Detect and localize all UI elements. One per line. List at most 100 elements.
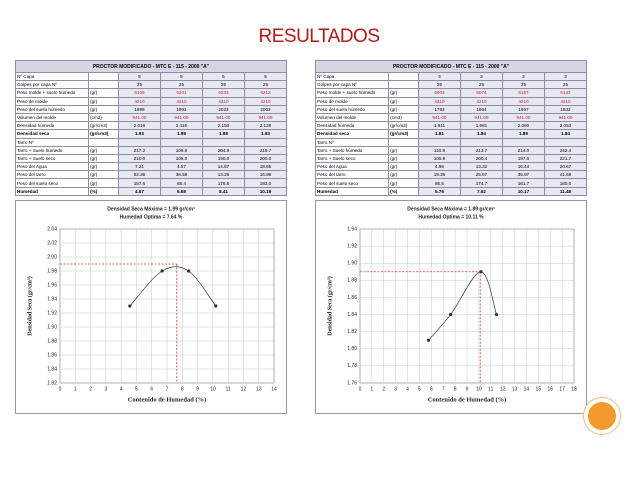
table-cell: 3 xyxy=(543,71,588,82)
table-cell: 1.93 xyxy=(117,129,161,139)
table-cell: (gr) xyxy=(388,104,419,114)
panel: PROCTOR MODIFICADO - MTC E - 115 - 2000 … xyxy=(14,60,288,414)
table-cell: (gr/cm3) xyxy=(388,121,419,131)
table-cell xyxy=(117,137,161,147)
table-header: PROCTOR MODIFICADO - MTC E - 115 - 2000 … xyxy=(15,60,287,73)
table-cell: 6142 xyxy=(543,88,588,98)
table-cell: 4210 xyxy=(543,96,588,106)
x-tick-label: 12 xyxy=(241,386,247,392)
x-tick-label: 6 xyxy=(430,386,433,392)
panel: PROCTOR MODIFICADO - MTC E - 115 - 2000 … xyxy=(314,60,588,414)
data-point xyxy=(448,312,453,316)
table-cell: 52.36 xyxy=(117,170,161,180)
table-cell: 105.9 xyxy=(417,153,461,164)
table-cell: 213.7 xyxy=(459,145,503,155)
y-tick-label: 1.84 xyxy=(47,366,57,372)
x-tick-label: 5 xyxy=(135,386,138,392)
table-cell: 20.67 xyxy=(543,162,588,172)
table-cell: (cm3) xyxy=(88,112,119,123)
x-tick-label: 17 xyxy=(559,386,565,392)
table-row: Golpes por capa Nº 25 25 25 25 xyxy=(14,80,288,90)
table-cell: 1.98 xyxy=(159,129,203,139)
table-cell: 1.89 xyxy=(501,129,545,139)
table-cell xyxy=(543,137,588,147)
table-cell: 25 xyxy=(543,80,588,90)
y-tick-label: 1.88 xyxy=(47,338,57,344)
chart-title: Densidad Seca Máxima = 1.89 gr/cm³ xyxy=(407,206,495,212)
x-tick-label: 18 xyxy=(571,386,577,392)
y-tick-label: 2.00 xyxy=(47,254,57,260)
table-cell: Peso molde + suelo húmedo xyxy=(14,88,90,98)
x-tick-label: 10 xyxy=(210,386,216,392)
table-cell: Golpes por capa Nº xyxy=(14,80,90,90)
table-cell: 197.6 xyxy=(501,153,545,164)
y-axis-label: Densidad Seca (gr/cm³) xyxy=(326,276,333,335)
table-cell: 941.00 xyxy=(159,112,203,123)
table-cell: Humedad xyxy=(14,186,90,196)
table-row: Densidad seca (gr/cm3) 1.93 1.98 1.98 1.93 xyxy=(14,129,288,139)
table-cell: 210.0 xyxy=(117,153,161,164)
table-cell: 242.4 xyxy=(543,145,588,155)
x-tick-label: 9 xyxy=(466,386,469,392)
table-row: Peso del suelo seco (gr) 157.6 68.4 176.8 183… xyxy=(14,178,288,188)
table-cell: 941.00 xyxy=(459,112,503,123)
fit-curve xyxy=(129,266,217,307)
x-tick-label: 8 xyxy=(454,386,457,392)
table-row: Peso del Agua (gr) 7.21 4.57 14.87 18.65 xyxy=(14,162,288,172)
table-cell: 5.76 xyxy=(417,186,461,196)
chart-title: Densidad Seca Máxima = 1.99 gr/cm³ xyxy=(107,206,195,212)
table-cell xyxy=(417,137,461,147)
table-cell: 2.053 xyxy=(543,121,588,131)
table-cell: 1991 xyxy=(159,104,203,114)
table-cell: 25 xyxy=(501,80,545,90)
table-cell: 219.7 xyxy=(243,145,288,155)
table-cell: Tarro + Suelo seco xyxy=(314,153,390,164)
x-tick-label: 16 xyxy=(547,386,553,392)
table-cell: 180.0 xyxy=(543,178,588,188)
x-axis-label: Contenido de Humedad (%) xyxy=(128,396,207,403)
table-cell: (gr) xyxy=(388,88,419,98)
table-cell: 221.7 xyxy=(543,153,588,164)
x-tick-label: 9 xyxy=(196,386,199,392)
table-row: Tarro + Suelo seco (gr) 105.9 200.4 197.6 221… xyxy=(314,153,588,164)
table-cell: 7.62 xyxy=(459,186,503,196)
table-cell: 4.57 xyxy=(159,162,203,172)
table-cell: 36.58 xyxy=(159,170,203,180)
y-tick-label: 1.94 xyxy=(347,226,357,232)
table-cell: Peso del Agua xyxy=(14,162,90,172)
table-cell: 1864 xyxy=(459,104,503,114)
table-cell: (gr/cm3) xyxy=(88,129,119,139)
x-tick-label: 14 xyxy=(271,386,277,392)
y-tick-label: 1.92 xyxy=(47,310,57,316)
table-row: Densidad húmeda (gr/cm3) 2.018 2.116 2.150 2.… xyxy=(14,121,288,131)
table-cell: 6074 xyxy=(459,88,503,98)
table-cell: (gr/cm3) xyxy=(388,129,419,139)
data-point xyxy=(426,338,431,342)
table-header: PROCTOR MODIFICADO - MTC E - 115 - 2000 … xyxy=(315,60,587,73)
y-tick-label: 1.94 xyxy=(47,296,57,302)
table-cell: 5 xyxy=(201,71,245,82)
table-cell: 19.35 xyxy=(417,170,461,180)
y-tick-label: 1.96 xyxy=(47,282,57,288)
table-cell: 3 xyxy=(501,71,545,82)
table-cell: Golpes por capa Nº xyxy=(314,80,390,90)
y-axis-label: Densidad Seca (gr/cm³) xyxy=(26,276,33,335)
table-row: Peso de molde (gr) 4210 4210 4210 4210 xyxy=(14,96,288,106)
table-cell: 2.128 xyxy=(243,121,288,131)
table-cell: 4210 xyxy=(501,96,545,106)
table-cell xyxy=(88,137,119,147)
x-tick-label: 7 xyxy=(166,386,169,392)
table-cell: Tarro Nº xyxy=(14,137,90,147)
table-cell: Tarro + Suelo húmedo xyxy=(314,145,390,155)
x-tick-label: 0 xyxy=(59,386,62,392)
table-cell: Volumen del molde xyxy=(314,112,390,123)
x-tick-label: 15 xyxy=(536,386,542,392)
table-row: Peso del Agua (gr) 4.98 13.32 16.44 20.67 xyxy=(314,162,588,172)
table-cell: 2.080 xyxy=(501,121,545,131)
x-tick-label: 4 xyxy=(406,386,409,392)
table-cell: 2023 xyxy=(201,104,245,114)
table-cell: 6233 xyxy=(201,88,245,98)
table-cell: 200.0 xyxy=(243,153,288,164)
table-cell: (gr) xyxy=(88,153,119,164)
table-cell xyxy=(388,80,419,90)
